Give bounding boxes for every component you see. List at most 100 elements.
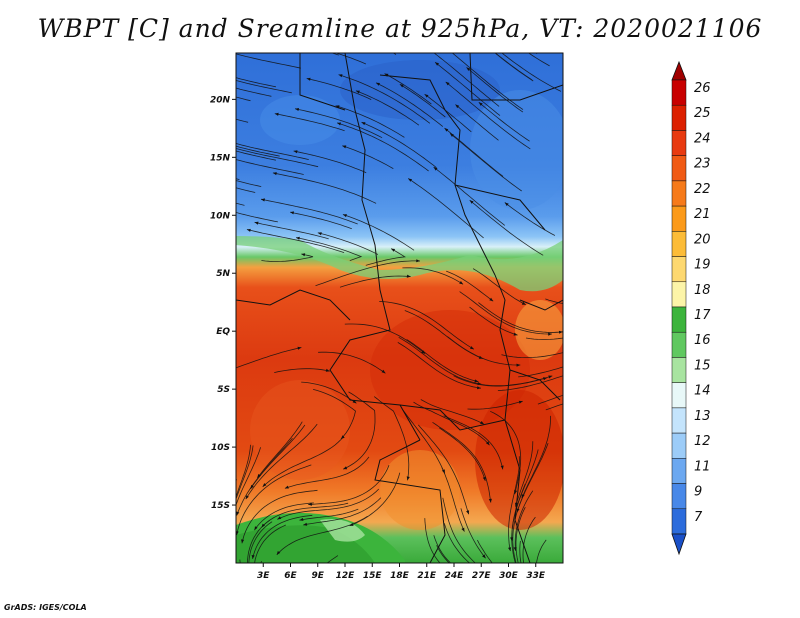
streamline [299,508,359,521]
streamline-arrowhead [516,363,521,367]
colorbar-label: 26 [694,81,711,96]
lon-tick-label: 18E [390,571,410,581]
streamline [545,298,563,304]
streamline-arrowhead [243,588,246,592]
streamline-arrowhead [299,18,303,21]
streamline [245,423,318,500]
streamline-arrowhead [513,332,518,336]
streamline-arrowhead [186,194,190,197]
lon-tick-label: 21E [417,571,437,581]
streamline-arrowhead [504,202,509,206]
colorbar-label: 17 [694,308,711,323]
streamline [490,410,522,495]
colorbar-segment [671,180,687,207]
lon-tick-label: 24E [445,571,465,581]
streamline [236,159,304,175]
streamline [247,519,271,563]
streamline [308,465,390,505]
streamline-arrowhead [276,551,281,555]
streamline [525,337,563,340]
lon-tick-label: 6E [284,571,297,581]
streamline-arrowhead [408,178,413,182]
streamline-arrowhead [355,90,360,94]
streamline [384,73,432,105]
streamline-arrowhead [470,346,474,350]
streamline-arrowhead [341,435,345,439]
colorbar-label: 18 [694,283,711,298]
streamline-arrowhead [477,382,482,386]
streamline [236,180,262,187]
streamline [250,424,306,490]
streamline-arrowhead [391,248,396,252]
streamline [236,148,319,168]
streamline-arrowhead [183,159,187,162]
streamline-arrowhead [342,145,347,149]
colorbar-segment [671,458,687,484]
streamline-arrowhead [521,301,526,305]
colorbar-label: 14 [694,384,711,399]
streamline [248,521,273,563]
streamline [432,421,492,503]
colorbar-label: 21 [694,207,711,222]
streamline-arrowhead [192,130,196,133]
streamline-arrowhead [521,494,525,499]
streamline-arrowhead [261,523,265,528]
country-border [236,289,351,321]
streamline [239,559,241,563]
streamline-arrowhead [277,516,282,520]
streamline [398,336,482,385]
lat-tick-label: 15N [210,153,231,163]
streamline-arrowhead [241,539,245,544]
country-border [519,299,563,311]
streamline-arrowhead [514,490,518,495]
lat-tick-label: 10S [211,443,230,453]
colorbar-label: 13 [694,409,711,424]
streamline [434,61,501,116]
colorbar-segment [671,382,687,409]
streamline [522,516,536,563]
streamline [236,437,293,516]
country-border [374,439,446,563]
streamline [444,127,504,177]
streamline-arrowhead [284,485,289,489]
streamline-arrowhead [257,474,261,478]
streamline-arrowhead [522,584,525,588]
streamline [392,53,397,55]
streamline-arrowhead [460,23,464,27]
streamline-arrowhead [489,18,493,22]
streamline [469,199,544,256]
streamline [254,221,329,240]
streamline-arrowhead [297,346,302,350]
streamline-arrowhead [236,511,240,516]
streamline [424,93,472,133]
streamline [441,467,465,532]
streamline [535,53,538,55]
streamline [339,275,411,288]
lon-tick-label: 33E [526,571,546,581]
colorbar-segment [671,104,687,131]
streamline-arrowhead [416,259,420,263]
streamline [261,253,314,262]
colorbar-segment [671,130,687,156]
streamline [478,302,563,333]
streamline-arrowhead [303,522,308,526]
streamline-arrowhead [466,510,470,515]
streamline [241,489,318,544]
streamline [326,555,339,563]
streamline [236,211,278,223]
country-border [299,53,346,111]
streamline [303,497,382,526]
streamline [293,150,367,174]
streamline [260,198,358,225]
streamline [236,464,312,536]
streamline-arrowhead [445,47,449,51]
streamline [443,415,504,470]
streamline-arrowhead [306,77,311,81]
streamline [335,105,405,138]
colorbar-segment [671,432,687,459]
streamline-arrowhead [278,38,282,41]
longitude-axis: 3E 6E 9E 12E 15E 18E 21E 24E 27E 30E 33E [257,563,546,581]
streamline [424,518,441,563]
streamline-arrowhead [308,502,312,506]
